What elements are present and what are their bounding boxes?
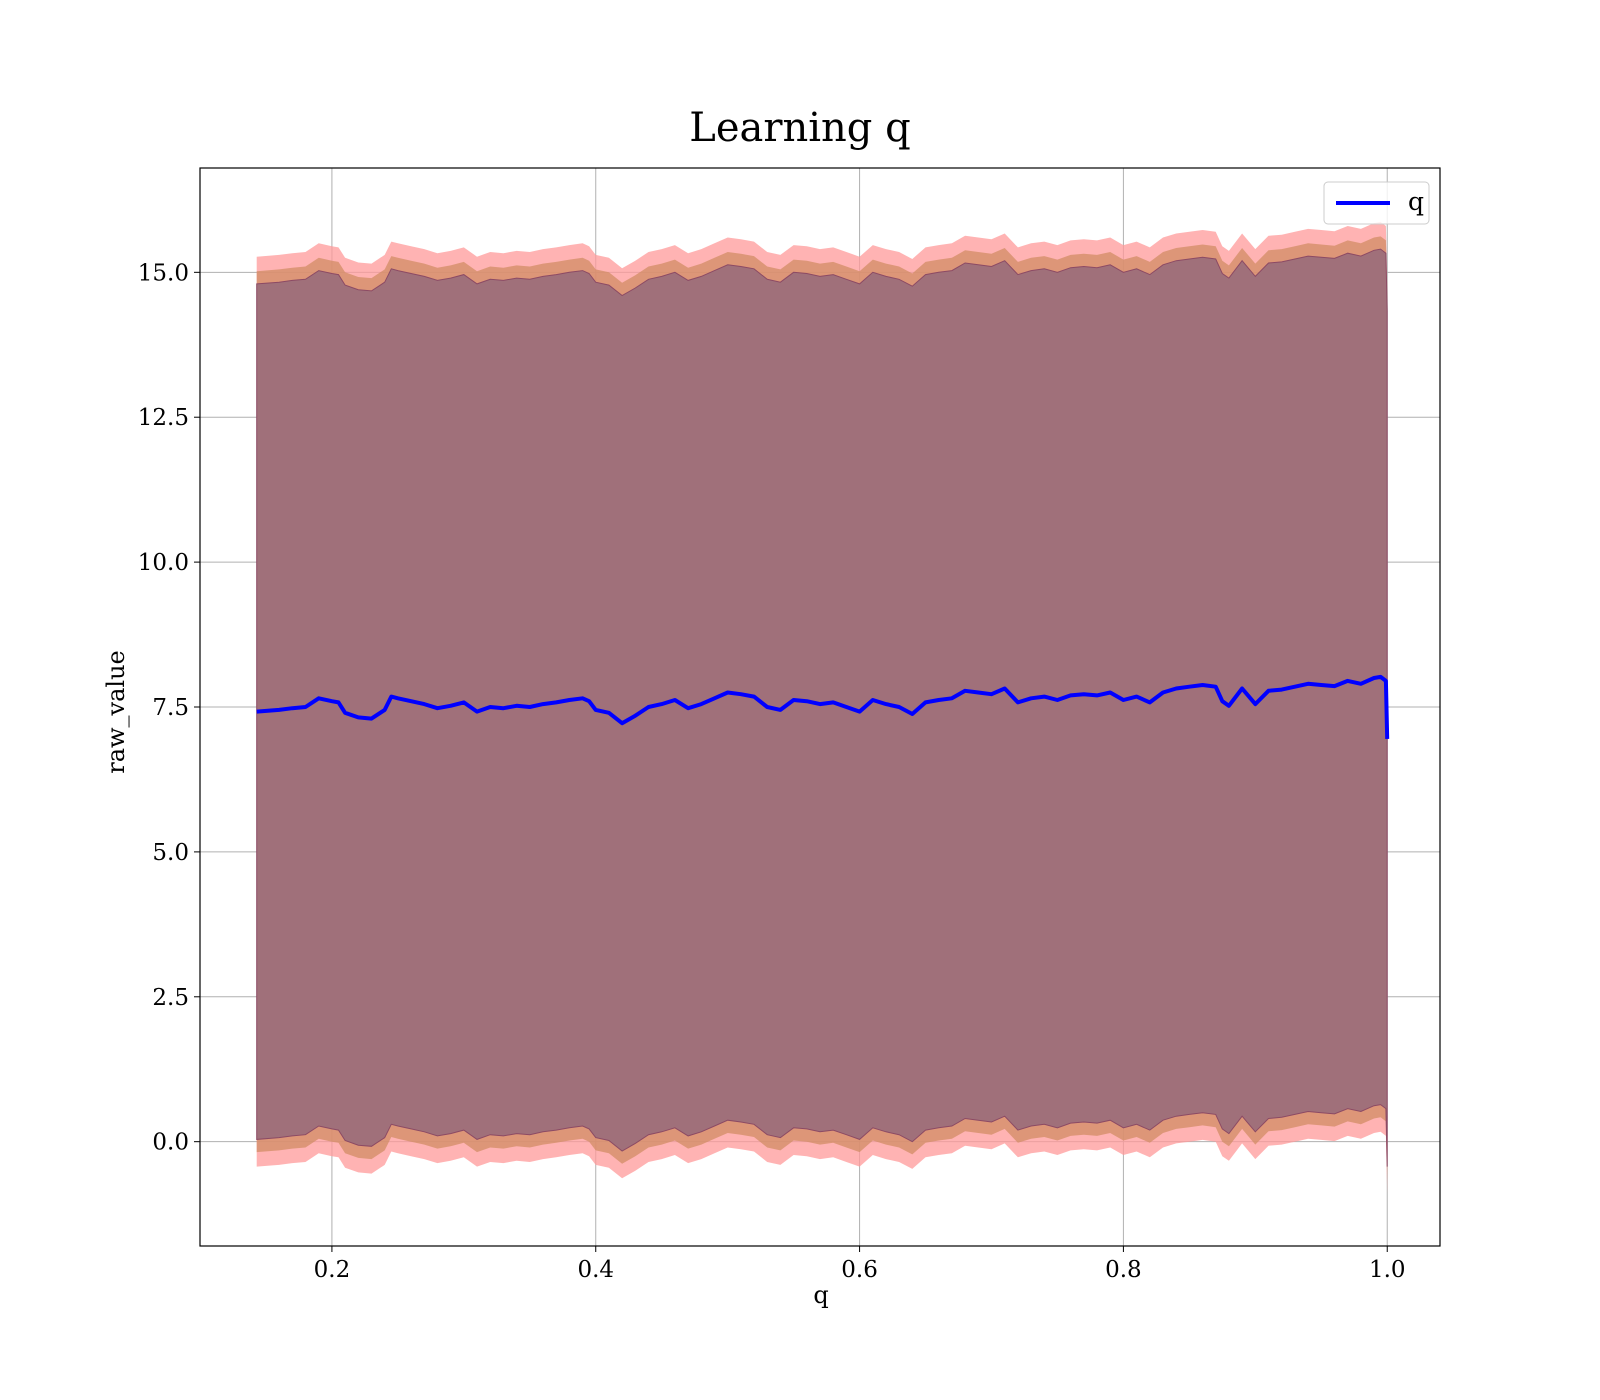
legend: q <box>1323 181 1430 225</box>
y-tick-label: 7.5 <box>152 695 189 721</box>
y-tick-label: 15.0 <box>138 260 189 286</box>
y-axis-ticks: 0.0 2.5 5.0 7.5 10.0 12.5 15.0 <box>138 260 200 1156</box>
x-tick-label: 0.8 <box>1105 1257 1142 1283</box>
x-axis-label: q <box>813 1281 828 1309</box>
y-tick-label: 10.0 <box>138 550 189 576</box>
legend-label: q <box>1408 187 1424 216</box>
plot-area <box>199 167 1441 1247</box>
y-tick-label: 5.0 <box>152 840 189 866</box>
y-tick-label: 12.5 <box>138 405 189 431</box>
chart-title: Learning q <box>689 105 910 151</box>
y-axis-label: raw_value <box>102 650 130 774</box>
series-line-q <box>256 674 1390 739</box>
x-tick-label: 1.0 <box>1369 1257 1406 1283</box>
bands <box>256 221 1388 1194</box>
x-tick-label: 0.6 <box>841 1257 878 1283</box>
y-tick-label: 2.5 <box>152 985 189 1011</box>
x-axis-ticks: 0.2 0.4 0.6 0.8 1.0 <box>314 1246 1406 1283</box>
x-tick-label: 0.4 <box>577 1257 614 1283</box>
x-tick-label: 0.2 <box>314 1257 351 1283</box>
series-line-group <box>256 674 1390 739</box>
confidence-band-inner <box>256 248 1388 1167</box>
y-tick-label: 0.0 <box>152 1130 189 1156</box>
